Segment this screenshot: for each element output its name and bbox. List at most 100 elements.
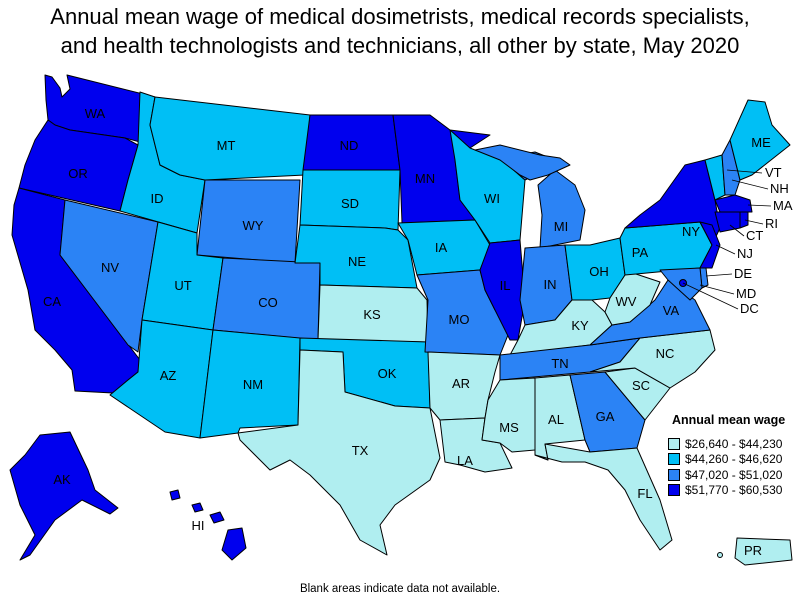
label-or: OR — [68, 166, 88, 181]
state-mi-lower[interactable] — [537, 169, 586, 249]
label-co: CO — [258, 295, 278, 310]
legend-swatch-2 — [668, 453, 680, 466]
label-az: AZ — [160, 368, 177, 383]
label-il: IL — [500, 278, 511, 293]
leader-vt — [726, 169, 763, 174]
label-tn: TN — [551, 356, 568, 371]
label-id: ID — [151, 191, 164, 206]
state-mi-upper[interactable] — [474, 144, 571, 181]
label-ri: RI — [765, 216, 778, 231]
legend-label-4: $51,770 - $60,530 — [685, 483, 783, 498]
legend-swatch-3 — [668, 468, 680, 481]
leader-ma — [747, 204, 772, 207]
label-ga: GA — [596, 409, 615, 424]
leader-de — [705, 273, 733, 277]
state-ri[interactable] — [739, 211, 749, 229]
legend-title: Annual mean wage — [672, 413, 786, 427]
leader-ct — [729, 224, 745, 237]
state-nc[interactable] — [589, 329, 716, 389]
label-wv: WV — [616, 294, 637, 309]
leader-nh — [731, 179, 769, 190]
state-hi-4[interactable] — [221, 527, 247, 561]
legend-label-1: $26,640 - $44,230 — [685, 436, 783, 451]
legend-swatch-4 — [668, 484, 680, 497]
label-ks: KS — [363, 307, 381, 322]
leader-md — [699, 284, 735, 295]
label-ct: CT — [746, 228, 763, 243]
label-wy: WY — [243, 218, 264, 233]
label-tx: TX — [352, 443, 369, 458]
label-oh: OH — [589, 264, 609, 279]
label-ca: CA — [43, 294, 61, 309]
legend-label-3: $47,020 - $51,020 — [685, 467, 783, 482]
legend-label-2: $44,260 - $46,620 — [685, 452, 783, 467]
label-ms: MS — [499, 420, 519, 435]
leader-lines — [682, 169, 772, 310]
label-ut: UT — [174, 278, 191, 293]
label-nm: NM — [243, 377, 263, 392]
label-nc: NC — [656, 346, 675, 361]
label-pr: PR — [744, 543, 762, 558]
label-nv: NV — [101, 260, 119, 275]
label-mt: MT — [217, 138, 236, 153]
leader-nj — [715, 244, 736, 255]
leader-ri — [744, 219, 764, 225]
state-hi-3[interactable] — [209, 511, 225, 524]
label-nd: ND — [340, 138, 359, 153]
label-wa: WA — [85, 106, 106, 121]
label-vt: VT — [765, 165, 782, 180]
label-ny: NY — [682, 224, 700, 239]
state-hi-1[interactable] — [169, 489, 181, 501]
label-nh: NH — [770, 181, 789, 196]
state-ak[interactable] — [9, 431, 119, 561]
state-tx[interactable] — [237, 349, 441, 556]
label-pa: PA — [632, 245, 649, 260]
map-title: Annual mean wage of medical dosimetrists… — [0, 2, 800, 60]
footnote: Blank areas indicate data not available. — [299, 583, 501, 595]
state-me[interactable] — [729, 99, 791, 181]
state-ma[interactable] — [714, 194, 753, 213]
legend-item-1: $26,640 - $44,230 — [668, 436, 785, 452]
label-la: LA — [457, 453, 473, 468]
label-ky: KY — [571, 318, 589, 333]
label-ok: OK — [378, 366, 397, 381]
label-dc: DC — [740, 301, 759, 316]
state-fl[interactable] — [534, 443, 673, 551]
leader-dc — [682, 282, 739, 310]
legend-item-3: $47,020 - $51,020 — [668, 467, 785, 483]
label-ma: MA — [773, 198, 793, 213]
label-sc: SC — [632, 378, 650, 393]
label-mn: MN — [415, 171, 435, 186]
legend-item-4: $51,770 - $60,530 — [668, 483, 785, 499]
label-md: MD — [736, 286, 756, 301]
map-title-line-2: and health technologists and technicians… — [60, 33, 740, 58]
label-mo: MO — [449, 312, 470, 327]
state-labels: WA OR CA NV ID MT WY UT AZ CO NM ND SD N… — [43, 106, 793, 558]
label-ar: AR — [452, 376, 470, 391]
label-ia: IA — [435, 240, 448, 255]
state-hi-2[interactable] — [191, 502, 204, 513]
legend-item-2: $44,260 - $46,620 — [668, 452, 785, 468]
map-title-line-1: Annual mean wage of medical dosimetrists… — [50, 4, 750, 29]
state-nj[interactable] — [699, 221, 721, 269]
state-il[interactable] — [479, 239, 526, 341]
legend-swatch-1 — [668, 437, 680, 450]
label-wi: WI — [484, 191, 500, 206]
label-hi: HI — [192, 518, 205, 533]
label-nj: NJ — [737, 246, 753, 261]
label-sd: SD — [341, 196, 359, 211]
label-in: IN — [544, 277, 557, 292]
label-me: ME — [751, 135, 771, 150]
label-mi: MI — [554, 219, 568, 234]
state-pr[interactable] — [734, 537, 793, 566]
legend: Annual mean wage $26,640 - $44,230 $44,2… — [668, 413, 785, 498]
label-ak: AK — [53, 472, 71, 487]
label-fl: FL — [637, 486, 652, 501]
state-ct[interactable] — [714, 211, 741, 233]
state-pr-islet[interactable] — [717, 552, 723, 558]
label-al: AL — [548, 412, 564, 427]
label-va: VA — [663, 303, 680, 318]
state-wv[interactable] — [604, 271, 661, 326]
label-ne: NE — [348, 254, 366, 269]
